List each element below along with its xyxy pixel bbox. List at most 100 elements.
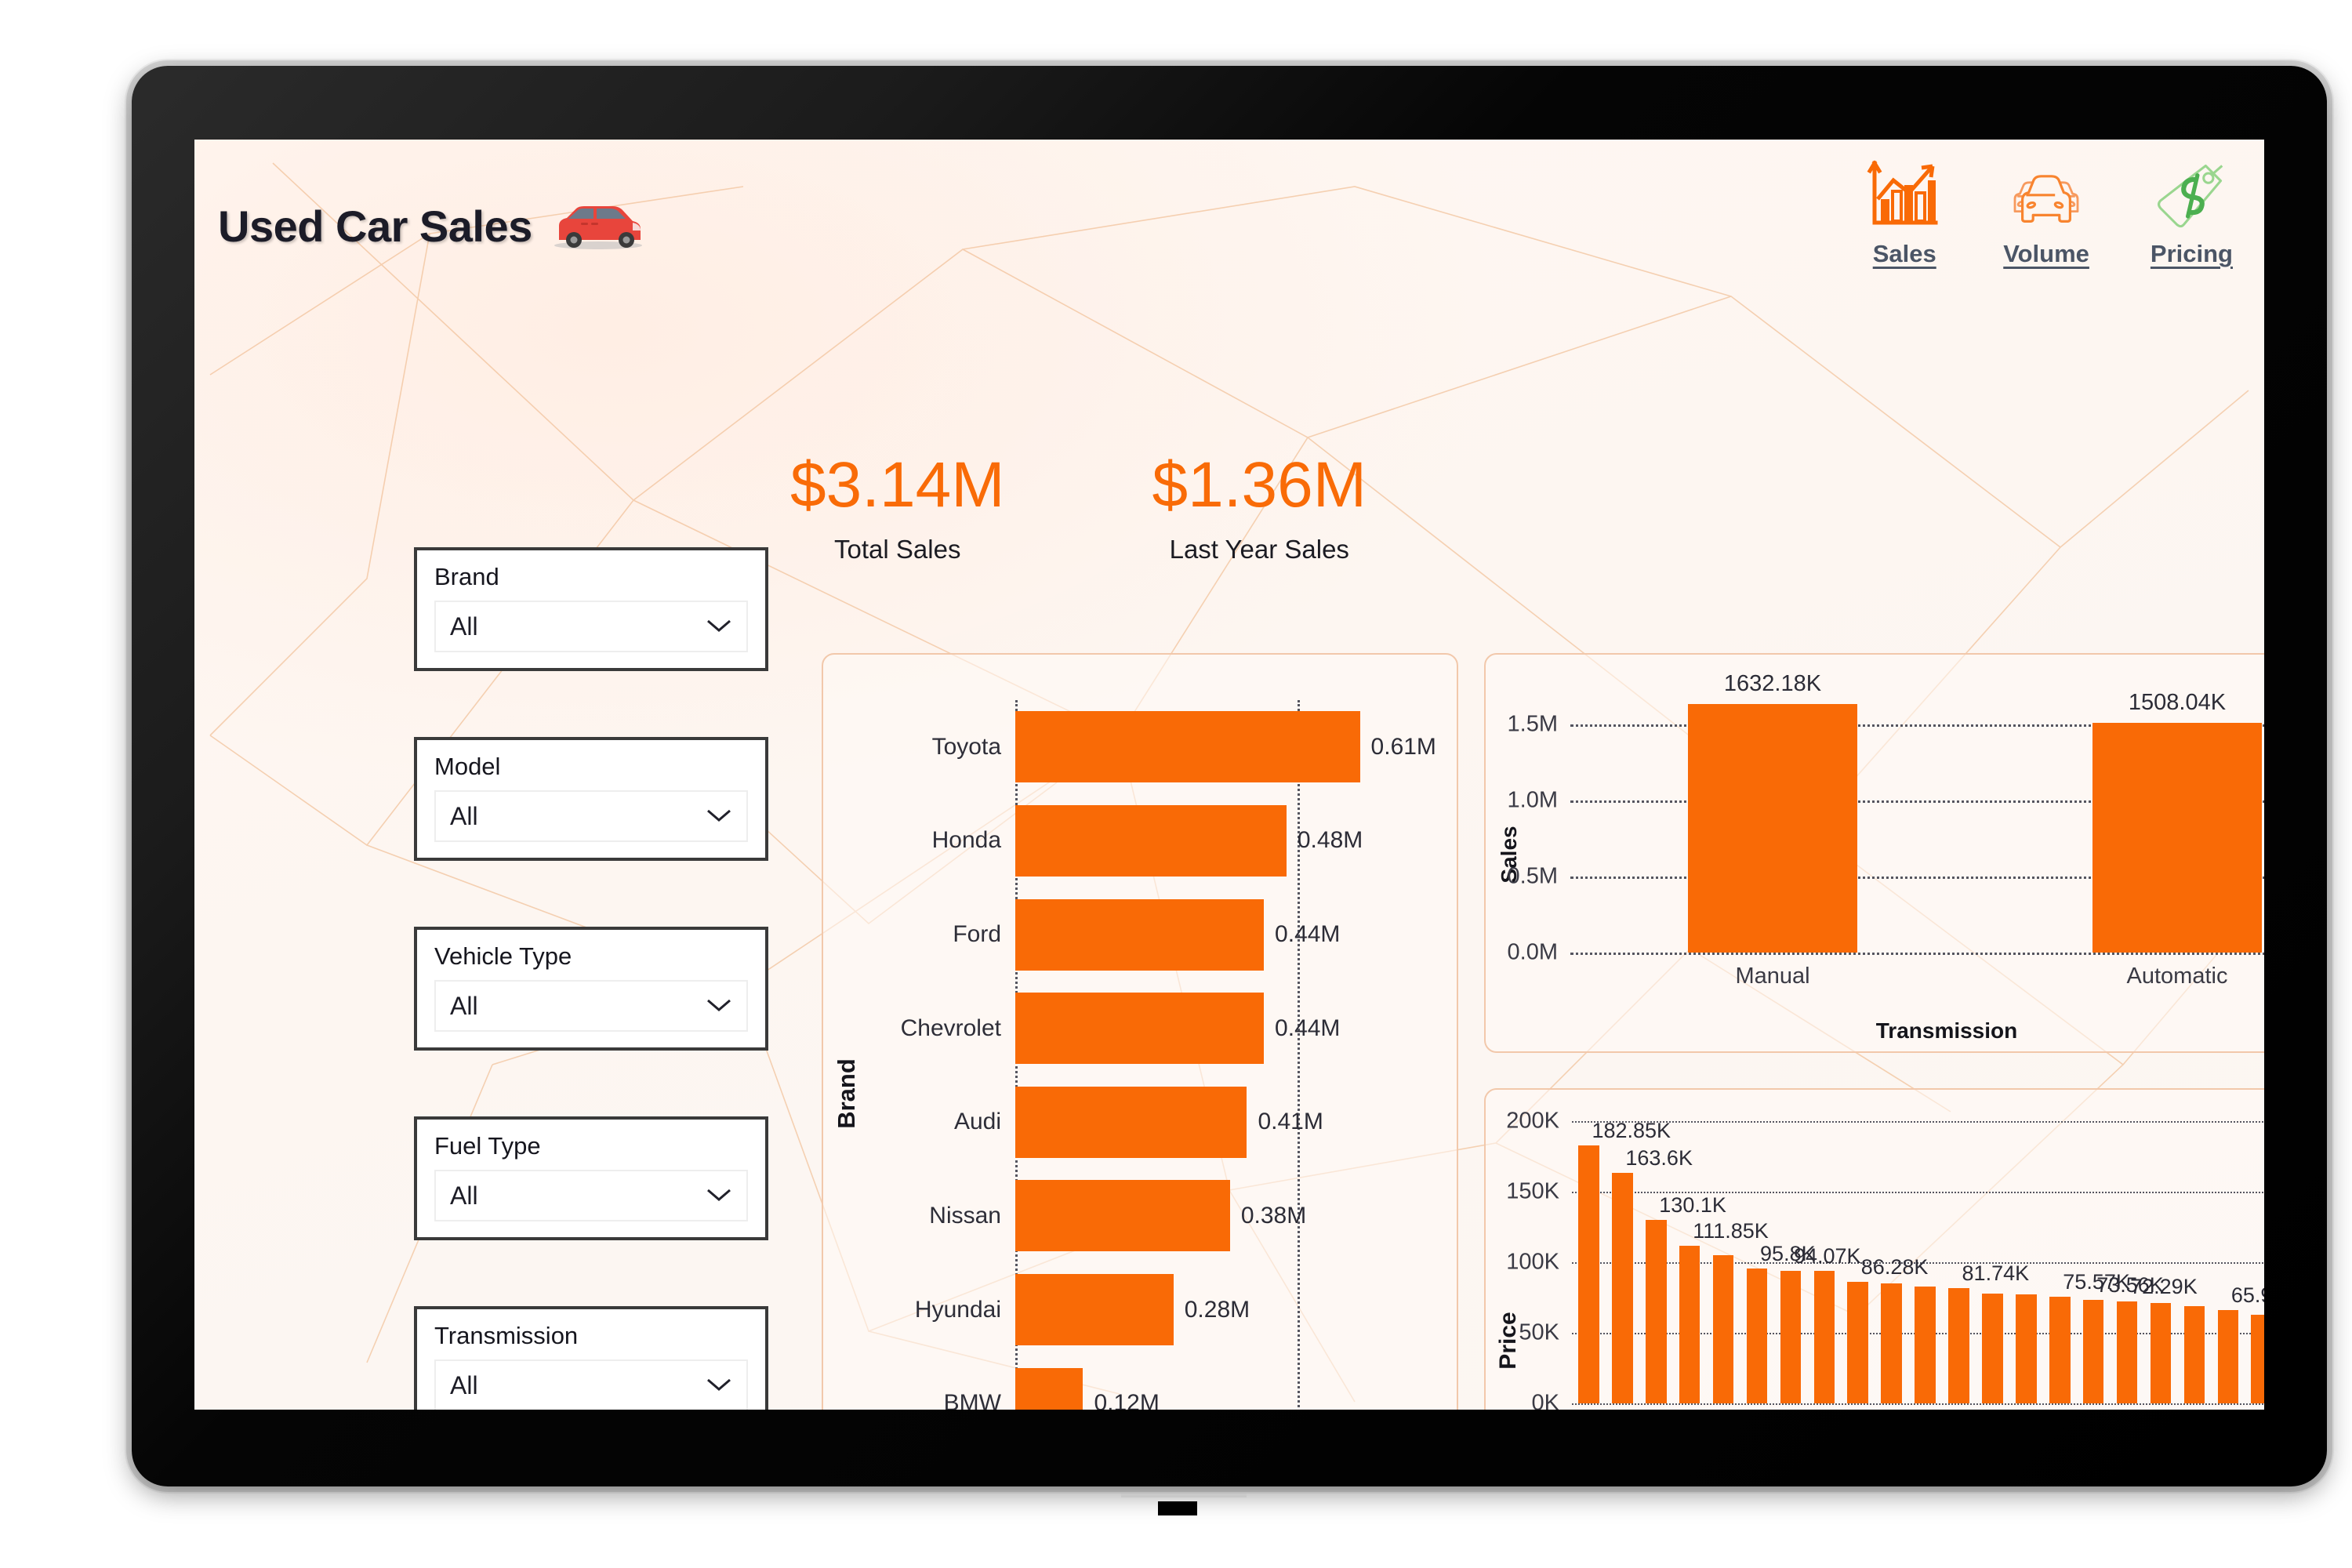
filter-model[interactable]: Model All — [414, 737, 768, 861]
price-tag-dollar-icon — [2158, 164, 2223, 228]
mileage-chart-bar[interactable] — [1982, 1293, 2003, 1403]
mileage-chart-bar[interactable] — [1915, 1286, 1936, 1403]
mileage-chart-bar[interactable] — [1712, 1255, 1734, 1403]
transmission-chart-x-axis-title: Transmission — [1875, 1018, 2018, 1043]
transmission-chart-bar[interactable] — [1687, 703, 1858, 953]
chevron-down-icon — [707, 809, 731, 822]
filter-transmission[interactable]: Transmission All — [414, 1306, 768, 1410]
mileage-chart-data-label: 94.07K — [1793, 1243, 1861, 1268]
mileage-chart-bar[interactable] — [1578, 1145, 1599, 1403]
mileage-chart-bar[interactable] — [1813, 1270, 1835, 1403]
chevron-down-icon — [707, 1378, 731, 1391]
filter-vehicle-type-label: Vehicle Type — [434, 942, 572, 970]
mileage-chart-bar[interactable] — [1847, 1281, 1869, 1403]
filter-fuel-type[interactable]: Fuel Type All — [414, 1116, 768, 1240]
transmission-chart-x-tick: Manual — [1735, 964, 1810, 989]
brand-chart-bar[interactable] — [1015, 1274, 1174, 1345]
mileage-chart-bar[interactable] — [2049, 1296, 2071, 1403]
filter-vehicle-type-select[interactable]: All — [434, 980, 748, 1032]
mileage-chart-bar[interactable] — [2016, 1294, 2037, 1403]
brand-chart-data-label: 0.44M — [1275, 1014, 1341, 1041]
brand-chart-bar[interactable] — [1015, 898, 1265, 971]
tablet-device-frame: Used Car Sales — [132, 66, 2327, 1486]
mileage-chart-bar[interactable] — [2116, 1301, 2138, 1403]
transmission-chart-y-tick: 0.5M — [1507, 863, 1558, 889]
brand-chart-data-label: 0.28M — [1184, 1296, 1250, 1323]
mileage-chart-bar[interactable] — [2082, 1299, 2104, 1403]
brand-chart-bar[interactable] — [1015, 1086, 1247, 1158]
mileage-chart-bar[interactable] — [1948, 1287, 1969, 1403]
brand-chart-bar[interactable] — [1015, 804, 1287, 877]
filter-model-select[interactable]: All — [434, 790, 748, 842]
transmission-chart-x-tick: Automatic — [2126, 964, 2228, 989]
filter-brand[interactable]: Brand All — [414, 547, 768, 671]
mileage-chart-bar[interactable] — [1746, 1268, 1768, 1403]
filter-transmission-label: Transmission — [434, 1322, 579, 1349]
filter-vehicle-type-value: All — [450, 991, 478, 1020]
brand-chart-gridline — [1298, 700, 1301, 1410]
brand-chart-bar[interactable] — [1015, 1180, 1230, 1252]
brand-chart-category-label: Hyundai — [914, 1296, 1001, 1323]
nav-item-volume[interactable]: Volume — [2003, 158, 2089, 268]
mileage-chart-data-label: 130.1K — [1659, 1192, 1726, 1217]
brand-chart-category-label: Nissan — [929, 1202, 1001, 1229]
mileage-chart-data-label: 86.28K — [1860, 1254, 1929, 1279]
mileage-chart-data-label: 72.29K — [2130, 1274, 2198, 1298]
mileage-chart-bar[interactable] — [1645, 1219, 1667, 1403]
filter-vehicle-type[interactable]: Vehicle Type All — [414, 927, 768, 1051]
mileage-chart-data-label: 95.8K — [1760, 1241, 1816, 1265]
mileage-chart-data-label: 163.6K — [1625, 1145, 1693, 1170]
mileage-chart-data-label: 73.56K — [2096, 1272, 2164, 1297]
mileage-chart-y-tick: 0K — [1531, 1390, 1559, 1410]
mileage-chart-y-tick: 100K — [1506, 1249, 1559, 1275]
mileage-chart-bar[interactable] — [2217, 1310, 2239, 1403]
filter-transmission-value: All — [450, 1370, 478, 1399]
nav-item-pricing[interactable]: Pricing — [2151, 158, 2233, 268]
brand-chart-data-label: 0.44M — [1275, 921, 1341, 948]
mileage-chart-gridline — [1572, 1262, 2264, 1264]
kpi-last-year-sales: $1.36M Last Year Sales — [1152, 453, 1367, 564]
tablet-screen: Used Car Sales — [194, 140, 2264, 1410]
brand-chart-data-label: 0.61M — [1370, 733, 1436, 760]
mileage-chart-data-label: 81.74K — [1962, 1261, 2030, 1285]
brand-chart-bar[interactable] — [1015, 993, 1265, 1065]
filter-brand-select[interactable]: All — [434, 601, 748, 652]
mileage-chart-y-tick: 200K — [1506, 1108, 1559, 1134]
mileage-chart-y-tick: 50K — [1519, 1319, 1559, 1345]
mileage-chart-bar[interactable] — [2183, 1305, 2205, 1403]
nav-item-sales[interactable]: Sales — [1867, 158, 1942, 268]
chevron-down-icon — [707, 619, 731, 632]
mileage-chart-bar[interactable] — [1780, 1270, 1802, 1403]
kpi-last-year-sales-label: Last Year Sales — [1169, 535, 1349, 564]
kpi-last-year-sales-value: $1.36M — [1152, 449, 1367, 521]
mileage-chart-bar[interactable] — [2251, 1314, 2264, 1403]
brand-chart-category-label: Honda — [931, 827, 1001, 854]
mileage-chart-bar[interactable] — [1679, 1245, 1700, 1403]
kpi-total-sales-value: $3.14M — [790, 449, 1005, 521]
transmission-chart-gridline — [1570, 724, 2264, 727]
brand-price-chart-card[interactable]: Brand 0.0M0.5MToyota0.61MHonda0.48MFord0… — [822, 653, 1458, 1410]
filter-transmission-select[interactable]: All — [434, 1359, 748, 1410]
mileage-chart-bar[interactable] — [2150, 1303, 2172, 1403]
page-header: Used Car Sales — [218, 201, 648, 252]
brand-chart-data-label: 0.48M — [1297, 827, 1363, 854]
kpi-row: $3.14M Total Sales $1.36M Last Year Sale… — [790, 453, 1367, 564]
mileage-chart-bar[interactable] — [1612, 1172, 1633, 1403]
filter-brand-label: Brand — [434, 563, 499, 590]
transmission-chart-plot: 0.0M 0.5M 1.0M 1.5M 1632.18K Manual 1508.04K Au… — [1486, 655, 2264, 1051]
filter-fuel-type-select[interactable]: All — [434, 1170, 748, 1221]
tablet-stand-foot — [1158, 1501, 1197, 1515]
dashboard-canvas: Used Car Sales — [194, 140, 2264, 1410]
chevron-down-icon — [707, 999, 731, 1011]
transmission-sales-chart-card[interactable]: Sales 0.0M 0.5M 1.0M 1.5M 1632.18K Manual 1508… — [1484, 653, 2264, 1053]
transmission-chart-gridline — [1570, 876, 2264, 879]
top-nav: Sales — [1867, 158, 2233, 268]
transmission-chart-data-label: 1508.04K — [2128, 690, 2227, 715]
mileage-chart-bar[interactable] — [1881, 1283, 1902, 1403]
brand-chart-bar[interactable] — [1015, 1367, 1083, 1410]
transmission-chart-y-tick: 1.0M — [1507, 787, 1558, 813]
transmission-chart-bar[interactable] — [2092, 723, 2263, 953]
brand-chart-bar[interactable] — [1015, 711, 1360, 783]
